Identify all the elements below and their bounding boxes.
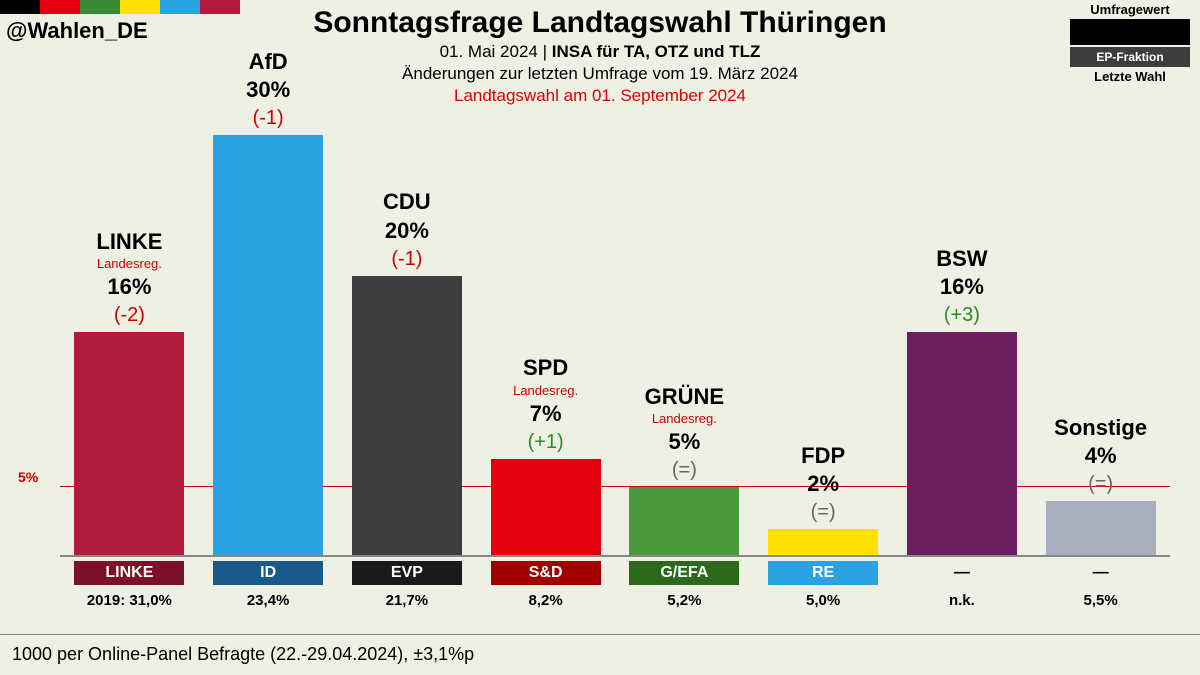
ep-cell: —	[1041, 561, 1161, 585]
ep-cell: ID	[208, 561, 328, 585]
prev-cell: 23,4%	[208, 592, 328, 609]
title: Sonntagsfrage Landtagswahl Thüringen	[0, 6, 1200, 40]
bar-chart: 5% LINKELandesreg.16%(-2)AfD30%(-1)CDU20…	[60, 135, 1170, 615]
bar	[491, 459, 601, 557]
ep-badge: S&D	[491, 561, 601, 585]
ep-badge: EVP	[352, 561, 462, 585]
subtitle-changes: Änderungen zur letzten Umfrage vom 19. M…	[0, 64, 1200, 84]
header: Sonntagsfrage Landtagswahl Thüringen 01.…	[0, 6, 1200, 106]
footer: 1000 per Online-Panel Befragte (22.-29.0…	[12, 644, 474, 665]
ep-cell: EVP	[347, 561, 467, 585]
ep-cell: S&D	[486, 561, 606, 585]
bar-group: LINKELandesreg.16%(-2)	[69, 228, 189, 557]
bar-labels: AfD30%(-1)	[246, 48, 290, 131]
subtitle-election: Landtagswahl am 01. September 2024	[0, 86, 1200, 106]
ep-cell: RE	[763, 561, 883, 585]
prev-cell: 8,2%	[486, 592, 606, 609]
bar	[1046, 501, 1156, 557]
prev-cell: 5,5%	[1041, 592, 1161, 609]
ep-badge: —	[1046, 561, 1156, 585]
bar-labels: GRÜNELandesreg.5%(=)	[645, 383, 724, 483]
bar-labels: LINKELandesreg.16%(-2)	[96, 228, 162, 328]
bar-labels: CDU20%(-1)	[383, 188, 431, 271]
bar-group: GRÜNELandesreg.5%(=)	[624, 383, 744, 557]
bar-group: SPDLandesreg.7%(+1)	[486, 354, 606, 557]
bar-labels: SPDLandesreg.7%(+1)	[513, 354, 578, 454]
footer-divider	[0, 634, 1200, 635]
subtitle-date-source: 01. Mai 2024 | INSA für TA, OTZ und TLZ	[0, 42, 1200, 62]
ep-cell: G/EFA	[624, 561, 744, 585]
bar	[74, 332, 184, 557]
bar-labels: FDP2%(=)	[801, 442, 845, 525]
bar	[352, 276, 462, 557]
bar	[629, 487, 739, 557]
bar-group: AfD30%(-1)	[208, 48, 328, 557]
prev-cell: n.k.	[902, 592, 1022, 609]
bar-labels: Sonstige4%(=)	[1054, 414, 1147, 497]
ep-cell: —	[902, 561, 1022, 585]
bar-group: Sonstige4%(=)	[1041, 414, 1161, 557]
bar-group: BSW16%(+3)	[902, 245, 1022, 557]
prev-cell: 5,2%	[624, 592, 744, 609]
threshold-label: 5%	[18, 469, 38, 485]
prev-cell: 5,0%	[763, 592, 883, 609]
baseline	[60, 555, 1170, 557]
bar-labels: BSW16%(+3)	[936, 245, 987, 328]
ep-badge: RE	[768, 561, 878, 585]
ep-row: LINKE ID EVP S&D G/EFA RE — —	[60, 561, 1170, 585]
prev-cell: 21,7%	[347, 592, 467, 609]
bar	[213, 135, 323, 557]
ep-badge: LINKE	[74, 561, 184, 585]
bars-container: LINKELandesreg.16%(-2)AfD30%(-1)CDU20%(-…	[60, 135, 1170, 557]
bar	[907, 332, 1017, 557]
ep-badge: G/EFA	[629, 561, 739, 585]
ep-cell: LINKE	[69, 561, 189, 585]
bar-group: FDP2%(=)	[763, 442, 883, 557]
bar-group: CDU20%(-1)	[347, 188, 467, 557]
prev-cell: 2019: 31,0%	[69, 592, 189, 609]
ep-badge: —	[907, 561, 1017, 585]
prev-row: 2019: 31,0% 23,4% 21,7% 8,2% 5,2% 5,0% n.k. 5,5…	[60, 592, 1170, 609]
ep-badge: ID	[213, 561, 323, 585]
bar	[768, 529, 878, 557]
